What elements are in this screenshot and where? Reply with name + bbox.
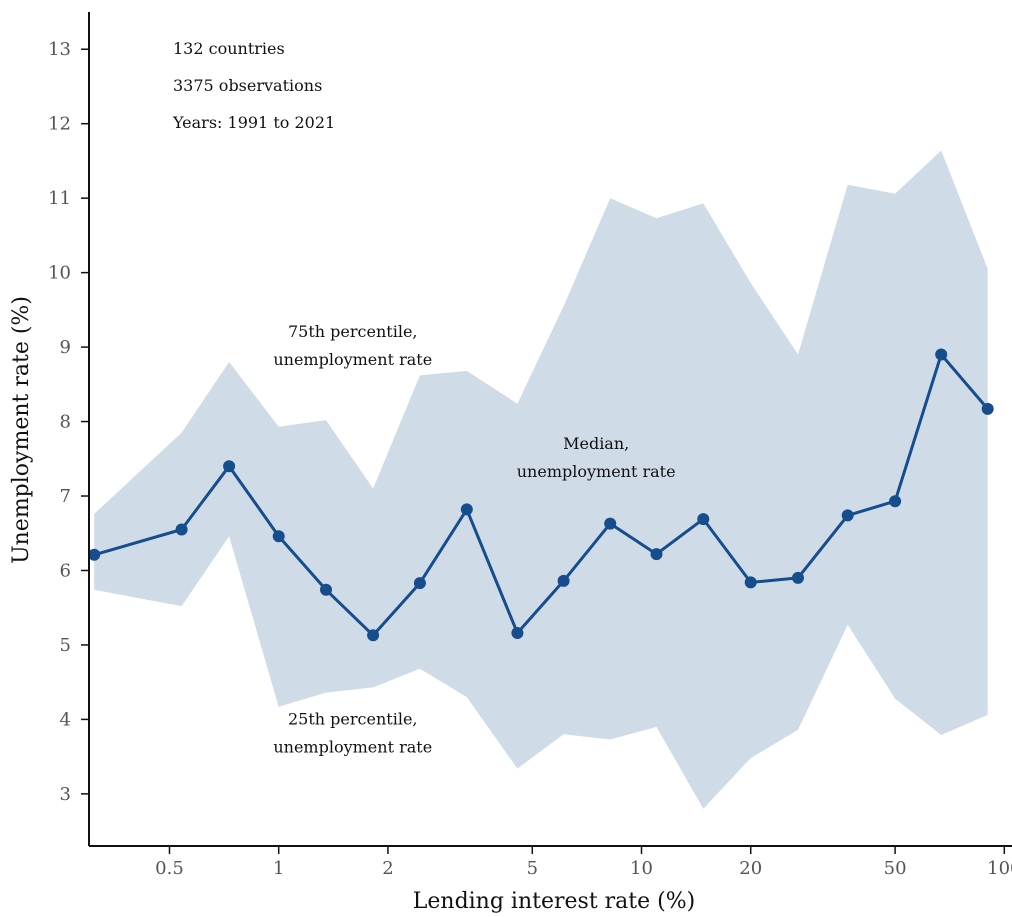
series-annotation: 25th percentile, [288, 709, 418, 728]
y-tick-label: 11 [48, 188, 71, 209]
notes-layer: 132 countries 3375 observations Years: 199… [172, 39, 335, 132]
x-tick-label: 50 [884, 858, 907, 879]
x-axis-title: Lending interest rate (%) [413, 889, 695, 914]
median-point [272, 530, 285, 543]
x-tick-label: 5 [527, 858, 538, 879]
median-point [320, 583, 332, 596]
median-point [88, 548, 101, 561]
median-point [367, 629, 380, 642]
y-tick-label: 7 [60, 486, 71, 507]
x-tick-label: 20 [739, 858, 762, 879]
median-point [460, 503, 473, 516]
x-tick-label: 0.5 [155, 858, 184, 879]
median-point [935, 348, 948, 361]
interquartile-band [94, 150, 988, 809]
median-point [557, 574, 570, 587]
median-point [981, 402, 994, 415]
median-point [604, 517, 617, 530]
chart-note: Years: 1991 to 2021 [172, 113, 335, 132]
axes [88, 12, 1012, 847]
median-point [413, 577, 426, 590]
chart-note: 132 countries [173, 39, 285, 58]
median-line-layer [88, 348, 994, 642]
chart-note: 3375 observations [173, 76, 322, 95]
y-tick-label: 9 [60, 337, 71, 358]
y-tick-label: 4 [60, 709, 71, 730]
median-point [650, 548, 663, 561]
median-point [223, 460, 236, 473]
y-axis-title: Unemployment rate (%) [9, 296, 34, 564]
y-tick-label: 6 [60, 560, 71, 581]
series-annotation: Median, [563, 434, 629, 453]
median-point [889, 495, 902, 508]
series-annotation: unemployment rate [273, 737, 432, 756]
y-tick-label: 12 [48, 114, 71, 135]
median-point [841, 509, 854, 522]
median-point [744, 576, 757, 589]
median-point [697, 513, 710, 526]
y-tick-label: 10 [48, 263, 71, 284]
x-tick-label: 2 [382, 858, 393, 879]
y-tick-label: 13 [48, 39, 71, 60]
median-point [175, 523, 188, 536]
median-point [792, 571, 804, 584]
percentile-band-layer [94, 150, 988, 809]
y-tick-label: 8 [60, 412, 71, 433]
series-annotation: unemployment rate [517, 462, 676, 481]
x-tick-label: 1 [273, 858, 284, 879]
x-tick-label: 10 [630, 858, 653, 879]
annotations-layer: 75th percentile, unemployment rate Median,… [273, 322, 675, 756]
y-tick-label: 5 [60, 635, 71, 656]
median-point [511, 627, 524, 639]
y-tick-label: 3 [60, 784, 71, 805]
x-tick-label: 100 [987, 858, 1012, 879]
series-annotation: unemployment rate [273, 350, 432, 369]
series-annotation: 75th percentile, [288, 322, 418, 341]
